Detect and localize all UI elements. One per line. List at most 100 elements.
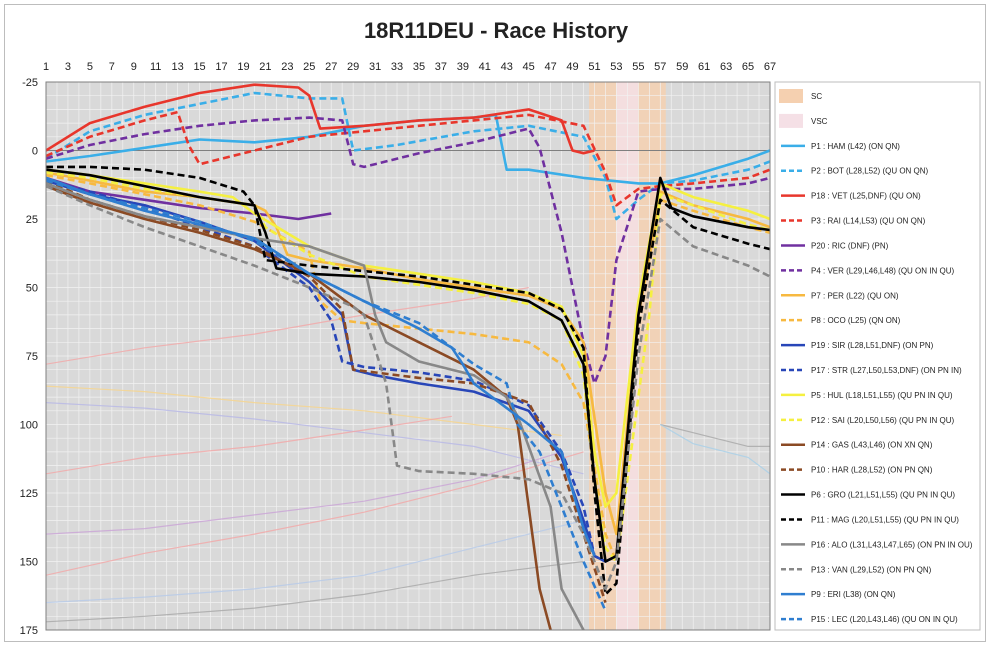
x-tick-label: 31 [369, 61, 381, 73]
legend-label: P3 : RAI (L14,L53) (QU ON QN) [811, 217, 926, 226]
series-line-3 [46, 110, 770, 207]
series-line-18 [46, 176, 596, 557]
legend-item: P12 : SAI (L20,L50,L56) (QU PN IN QU) [781, 416, 955, 425]
background-series-line-1 [46, 451, 584, 576]
legend-label: VSC [811, 117, 828, 126]
x-tick-label: 35 [413, 61, 425, 73]
x-tick-label: 5 [87, 61, 93, 73]
y-tick-label: 0 [32, 146, 38, 158]
x-tick-label: 45 [523, 61, 535, 73]
series-line-14 [46, 168, 770, 563]
x-tick-label: 41 [479, 61, 491, 73]
series-line-17 [46, 184, 770, 591]
legend-label: P2 : BOT (L28,L52) (QU ON QN) [811, 167, 929, 176]
x-tick-label: 59 [676, 61, 688, 73]
y-tick-label: 175 [20, 625, 38, 637]
legend-label: P6 : GRO (L21,L51,L55) (QU PN IN QU) [811, 491, 955, 500]
x-tick-label: 39 [457, 61, 469, 73]
legend-box [774, 81, 981, 631]
series-line-19 [46, 179, 607, 612]
x-tick-label: 33 [391, 61, 403, 73]
legend-label: P7 : PER (L22) (QU ON) [811, 291, 899, 300]
legend-item: P17 : STR (L27,L50,L53,DNF) (ON PN IN) [781, 366, 962, 375]
legend-item: P8 : OCO (L25) (QN ON) [781, 316, 901, 325]
y-tick-label: 50 [26, 283, 38, 295]
series-group [46, 83, 770, 630]
y-tick-label: 125 [20, 488, 38, 500]
legend-label: P14 : GAS (L43,L46) (ON XN QN) [811, 441, 933, 450]
background-series-line-9 [46, 415, 452, 475]
legend-item: P1 : HAM (L42) (ON QN) [781, 142, 900, 151]
series-line-9 [46, 179, 617, 563]
background-series-line-4 [46, 519, 584, 604]
legend-label: P15 : LEC (L20,L43,L46) (QU ON IN QU) [811, 615, 958, 624]
x-tick-label: 1 [43, 61, 49, 73]
y-tick-label: -25 [22, 77, 38, 89]
x-tick-label: 51 [588, 61, 600, 73]
x-tick-label: 15 [193, 61, 205, 73]
background-series-line-0 [46, 286, 529, 365]
background-series-line-5 [46, 451, 562, 535]
chart-title: 18R11DEU - Race History [363, 18, 629, 43]
legend-label: SC [811, 92, 822, 101]
legend-label: P16 : ALO (L31,L43,L47,L65) (ON PN IN OU… [811, 540, 973, 549]
legend-label: P18 : VET (L25,DNF) (QU ON) [811, 192, 921, 201]
x-tick-label: 57 [654, 61, 666, 73]
legend-item: P10 : HAR (L28,L52) (ON PN QN) [781, 466, 933, 475]
legend-label: P9 : ERI (L38) (ON QN) [811, 590, 896, 599]
x-tick-label: 63 [720, 61, 732, 73]
x-tick-label: 65 [742, 61, 754, 73]
legend-item: P16 : ALO (L31,L43,L47,L65) (ON PN IN OU… [781, 540, 973, 549]
background-series-line-8 [659, 423, 770, 475]
legend-label: P5 : HUL (L18,L51,L55) (QU PN IN QU) [811, 391, 953, 400]
legend-label: P17 : STR (L27,L50,L53,DNF) (ON PN IN) [811, 366, 962, 375]
y-tick-label: 75 [26, 351, 38, 363]
x-tick-label: 43 [501, 61, 513, 73]
legend-item: P15 : LEC (L20,L43,L46) (QU ON IN QU) [781, 615, 958, 624]
background-series-line-7 [46, 560, 584, 623]
legend-label: P10 : HAR (L28,L52) (ON PN QN) [811, 466, 933, 475]
series-line-7 [46, 173, 770, 563]
legend-item: P2 : BOT (L28,L52) (QU ON QN) [781, 167, 929, 176]
series-line-2 [46, 83, 595, 155]
plot-border [45, 81, 771, 631]
series-line-8 [46, 179, 617, 563]
legend-label: P12 : SAI (L20,L50,L56) (QU PN IN QU) [811, 416, 955, 425]
y-tick-label: 25 [26, 214, 38, 226]
background-series-line-6 [660, 423, 770, 447]
x-tick-label: 47 [544, 61, 556, 73]
legend-label: P8 : OCO (L25) (QN ON) [811, 316, 901, 325]
legend-item: P4 : VER (L29,L46,L48) (QU ON IN QU) [781, 266, 954, 275]
y-tick-label: 150 [20, 557, 38, 569]
series-line-15 [46, 165, 770, 596]
background-series [46, 286, 770, 623]
x-tick-label: 17 [215, 61, 227, 73]
x-tick-label: 61 [698, 61, 710, 73]
legend-item: P7 : PER (L22) (QU ON) [781, 291, 899, 300]
legend-label: P19 : SIR (L28,L51,DNF) (ON PN) [811, 341, 934, 350]
legend-label: P1 : HAM (L42) (ON QN) [811, 142, 900, 151]
legend-item: P14 : GAS (L43,L46) (ON XN QN) [781, 441, 933, 450]
x-tick-label: 3 [65, 61, 71, 73]
background-series-line-2 [46, 385, 562, 437]
x-tick-label: 21 [259, 61, 271, 73]
x-tick-label: 13 [172, 61, 184, 73]
series-line-5 [46, 116, 770, 385]
background-series-line-3 [46, 402, 584, 475]
x-tick-label: 55 [632, 61, 644, 73]
legend-swatch [779, 89, 803, 103]
x-tick-label: 49 [566, 61, 578, 73]
legend-label: P13 : VAN (L29,L52) (ON PN QN) [811, 565, 932, 574]
x-tick-label: 19 [237, 61, 249, 73]
x-tick-label: 29 [347, 61, 359, 73]
legend-item: P6 : GRO (L21,L51,L55) (QU PN IN QU) [781, 491, 955, 500]
x-tick-label: 7 [109, 61, 115, 73]
legend-item: P18 : VET (L25,DNF) (QU ON) [781, 192, 921, 201]
x-tick-label: 11 [150, 61, 161, 73]
x-tick-label: 27 [325, 61, 337, 73]
legend-item: SC [779, 89, 822, 103]
legend-swatch [779, 113, 803, 128]
x-tick-label: 37 [435, 61, 447, 73]
legend-label: P20 : RIC (DNF) (PN) [811, 241, 889, 250]
legend-label: P4 : VER (L29,L46,L48) (QU ON IN QU) [811, 266, 954, 275]
